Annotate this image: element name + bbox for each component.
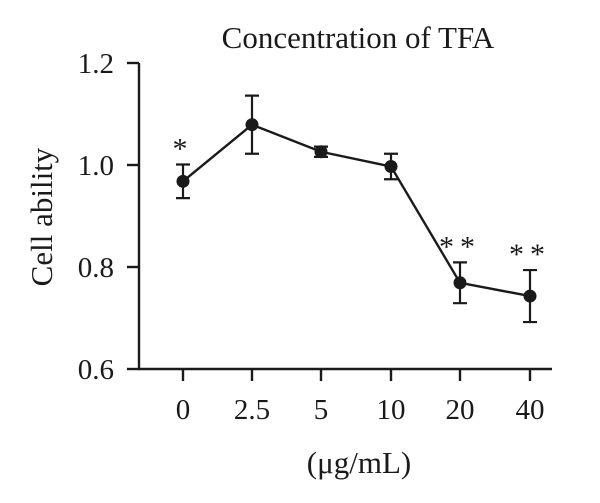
y-axis: 0.6 0.8 1.0 1.2	[78, 48, 141, 386]
y-tick-label: 1.0	[78, 150, 114, 182]
significance-marker: **	[439, 230, 481, 263]
x-axis-label: (μg/mL)	[307, 445, 411, 480]
x-tick-label: 10	[377, 394, 406, 426]
data-point	[176, 174, 190, 188]
x-tick-label: 2.5	[234, 394, 270, 426]
y-tick-label: 0.8	[78, 252, 114, 284]
x-tick-label: 5	[314, 394, 329, 426]
x-axis: 0 2.5 5 10 20 40	[138, 367, 552, 426]
chart-title: Concentration of TFA	[222, 20, 495, 55]
y-tick-label: 0.6	[78, 354, 114, 386]
y-axis-label: Cell ability	[24, 147, 59, 286]
y-tick-label: 1.2	[78, 48, 114, 80]
significance-marker: **	[509, 238, 551, 271]
x-tick-label: 20	[446, 394, 475, 426]
plot-area: *** **	[173, 94, 551, 324]
x-tick-label: 40	[516, 394, 545, 426]
data-point	[453, 276, 467, 290]
data-point	[384, 160, 398, 174]
significance-marker: *	[173, 132, 194, 165]
data-point	[314, 145, 328, 159]
x-tick-label: 0	[176, 394, 191, 426]
data-point	[245, 118, 259, 132]
data-point	[523, 289, 537, 303]
series-line	[182, 123, 531, 298]
